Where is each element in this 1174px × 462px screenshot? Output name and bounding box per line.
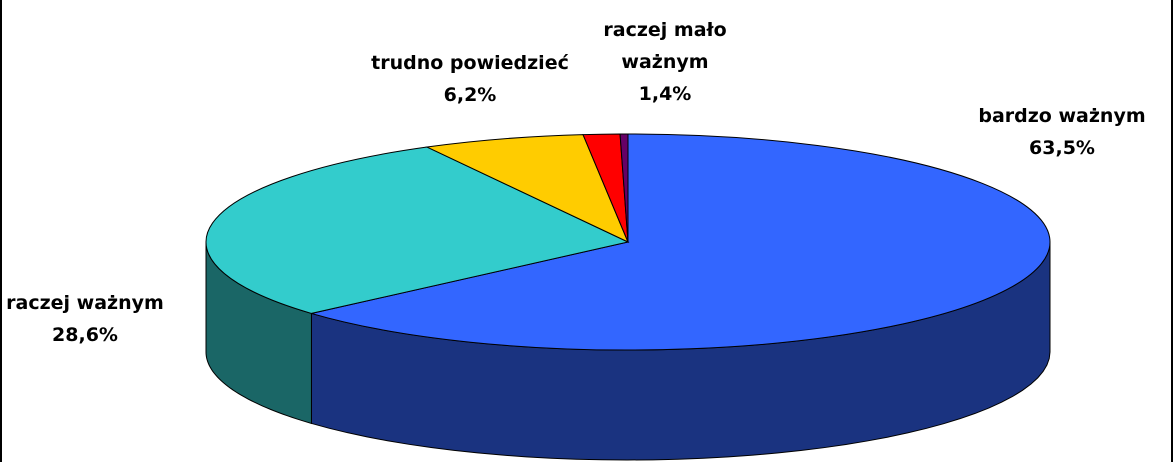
slice bbox=[205, 146, 630, 314]
slice-value: 6,2% bbox=[443, 84, 497, 106]
slice-name: bardzo ważnym bbox=[978, 105, 1146, 127]
slice-value: 63,5% bbox=[1029, 137, 1095, 159]
slice-name: trudno powiedzieć bbox=[371, 52, 569, 74]
slice-name: raczej mało ważnym bbox=[603, 19, 727, 73]
slice-value: 1,4% bbox=[638, 83, 692, 105]
data-label: trudno powiedzieć 6,2% bbox=[350, 47, 590, 111]
slice-value: 28,6% bbox=[52, 324, 118, 346]
data-label: bardzo ważnym 63,5% bbox=[962, 100, 1162, 164]
slice bbox=[619, 133, 629, 243]
slice bbox=[425, 134, 629, 244]
slice-name: raczej ważnym bbox=[6, 292, 164, 314]
slice bbox=[311, 133, 1051, 351]
data-label: raczej ważnym 28,6% bbox=[0, 287, 185, 351]
data-label: raczej mało ważnym 1,4% bbox=[590, 14, 740, 110]
